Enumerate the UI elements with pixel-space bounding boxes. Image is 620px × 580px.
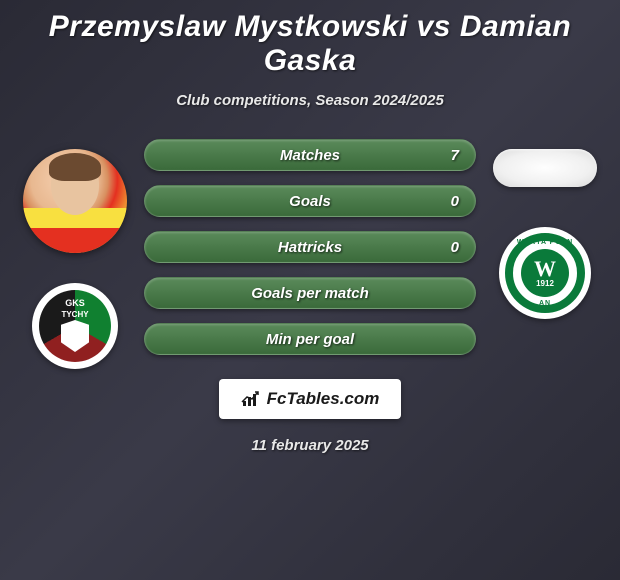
club-left-badge: GKS TYCHY bbox=[32, 283, 118, 369]
source-logo-text: FcTables.com bbox=[267, 389, 380, 409]
club-left-short-name: GKS bbox=[65, 298, 85, 308]
stat-label: Matches bbox=[280, 147, 340, 164]
stat-value: 0 bbox=[451, 193, 459, 210]
player-right-placeholder bbox=[493, 149, 597, 187]
stats-bars-column: Matches 7 Goals 0 Hattricks 0 Goals per … bbox=[140, 139, 480, 355]
season-subtitle: Club competitions, Season 2024/2025 bbox=[176, 92, 444, 109]
player-left-avatar bbox=[23, 149, 127, 253]
club-right-arc-bot: AN bbox=[539, 300, 551, 307]
report-date: 11 february 2025 bbox=[251, 437, 368, 454]
player-left-hair bbox=[49, 153, 101, 181]
stat-value: 7 bbox=[451, 147, 459, 164]
stat-label: Goals bbox=[289, 193, 331, 210]
club-left-badge-inner: GKS TYCHY bbox=[39, 290, 111, 362]
stat-label: Min per goal bbox=[266, 331, 354, 348]
club-right-arc-top: WARTA POZN bbox=[517, 239, 573, 246]
club-left-shield-icon bbox=[61, 320, 89, 352]
main-row: GKS TYCHY Matches 7 Goals 0 Hattricks 0 … bbox=[10, 139, 610, 369]
stat-value: 0 bbox=[451, 239, 459, 256]
infographic-container: Przemyslaw Mystkowski vs Damian Gaska Cl… bbox=[0, 0, 620, 454]
stat-label: Hattricks bbox=[278, 239, 342, 256]
club-left-sub-name: TYCHY bbox=[61, 310, 88, 319]
right-column: WARTA POZN W 1912 AN bbox=[480, 139, 610, 319]
stat-bar-goals: Goals 0 bbox=[144, 185, 476, 217]
club-right-year: 1912 bbox=[536, 280, 554, 288]
club-right-letter: W bbox=[534, 258, 556, 280]
footer: FcTables.com 11 february 2025 bbox=[10, 379, 610, 454]
stat-bar-goals-per-match: Goals per match bbox=[144, 277, 476, 309]
stat-bar-hattricks: Hattricks 0 bbox=[144, 231, 476, 263]
club-right-badge: WARTA POZN W 1912 AN bbox=[499, 227, 591, 319]
left-column: GKS TYCHY bbox=[10, 139, 140, 369]
club-right-inner: W 1912 bbox=[521, 249, 569, 297]
chart-icon bbox=[241, 390, 261, 408]
stat-bar-min-per-goal: Min per goal bbox=[144, 323, 476, 355]
club-right-ring: WARTA POZN W 1912 AN bbox=[505, 233, 585, 313]
stat-label: Goals per match bbox=[251, 285, 369, 302]
stat-bar-matches: Matches 7 bbox=[144, 139, 476, 171]
comparison-title: Przemyslaw Mystkowski vs Damian Gaska bbox=[10, 10, 610, 78]
source-logo-box: FcTables.com bbox=[219, 379, 402, 419]
